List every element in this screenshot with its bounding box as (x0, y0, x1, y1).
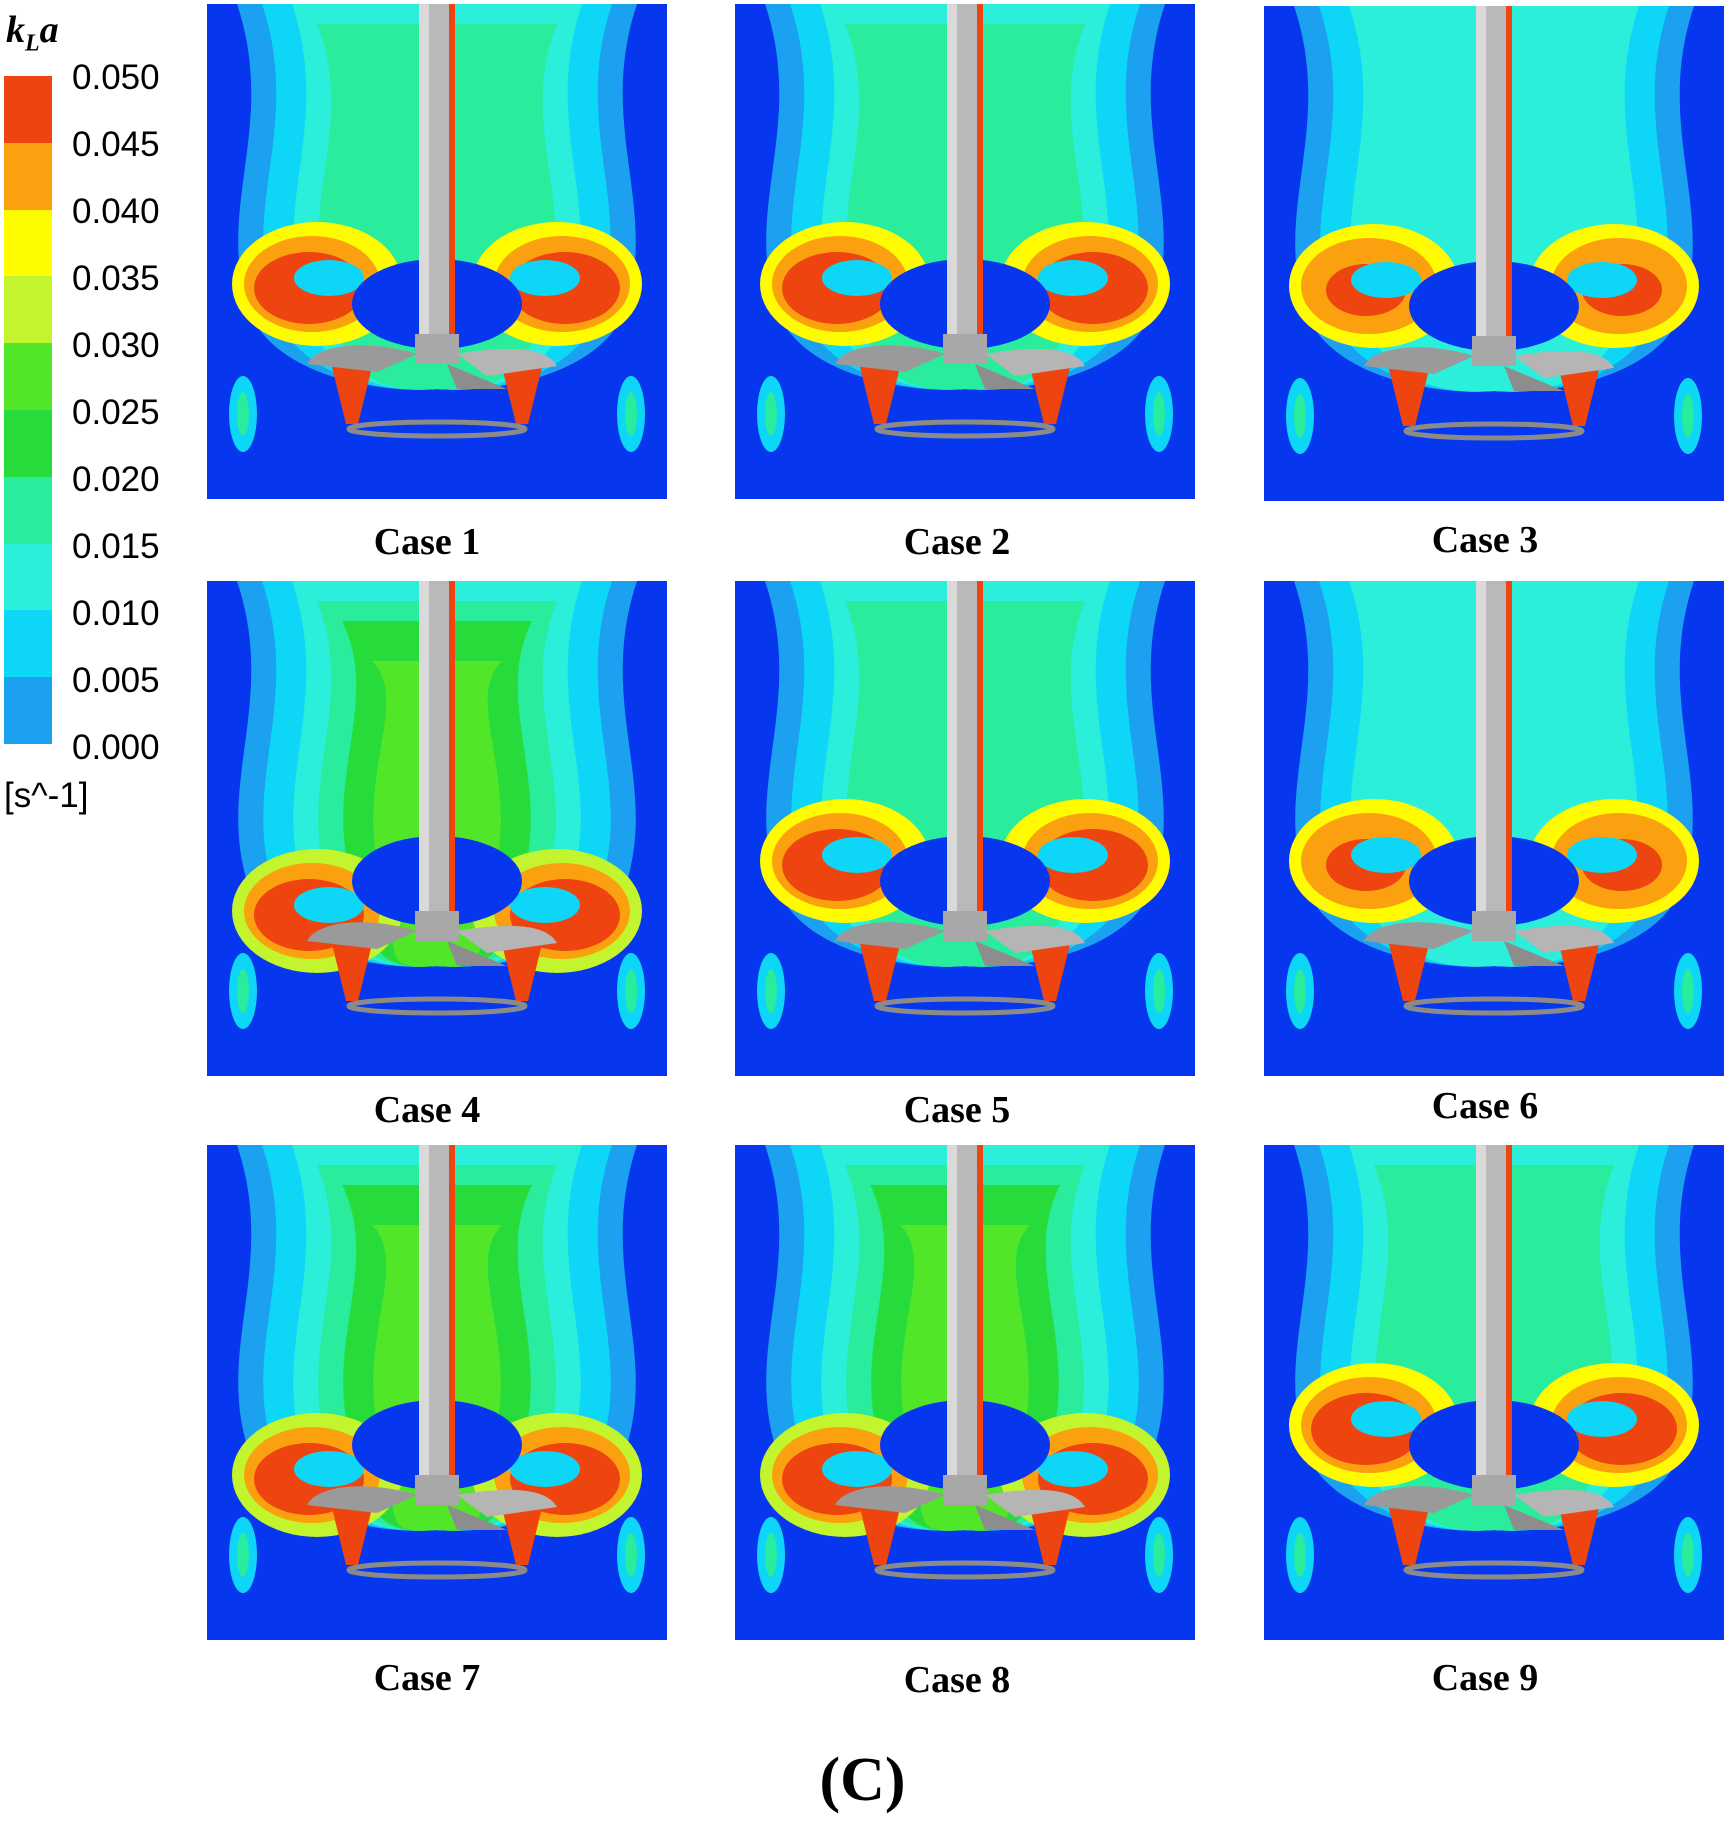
legend-unit: [s^-1] (4, 776, 89, 815)
legend-swatch (4, 276, 52, 344)
legend-swatch (4, 209, 52, 277)
colorbar-legend: kLa 0.050 0.045 0.040 0.035 0.030 0.025 … (0, 0, 200, 820)
case-label: Case 8 (903, 1659, 1011, 1701)
contour-panel-case-2 (735, 4, 1195, 499)
contour-panel-case-5 (735, 581, 1195, 1076)
contour-panel-case-1 (207, 4, 667, 499)
legend-tick-label: 0.040 (72, 192, 160, 231)
contour-plot (1264, 581, 1724, 1076)
contour-panel-case-7 (207, 1145, 667, 1640)
legend-tick-label: 0.050 (72, 58, 160, 97)
contour-plot (735, 1145, 1195, 1640)
legend-swatch (4, 476, 52, 544)
legend-tick-label: 0.000 (72, 728, 160, 767)
legend-tick-label: 0.005 (72, 661, 160, 700)
legend-tick-label: 0.025 (72, 393, 160, 432)
case-label: Case 5 (903, 1089, 1011, 1131)
legend-tick-label: 0.010 (72, 594, 160, 633)
case-label: Case 7 (373, 1657, 481, 1699)
legend-tick-label: 0.020 (72, 460, 160, 499)
contour-plot (735, 581, 1195, 1076)
legend-tick-label: 0.030 (72, 326, 160, 365)
case-label: Case 9 (1431, 1657, 1539, 1699)
figure-label: (C) (819, 1746, 906, 1814)
contour-panel-case-8 (735, 1145, 1195, 1640)
legend-swatch (4, 76, 52, 143)
legend-title: kLa (6, 9, 59, 57)
case-label: Case 6 (1431, 1085, 1539, 1127)
contour-panel-case-3 (1264, 6, 1724, 501)
contour-plot (207, 1145, 667, 1640)
legend-swatch (4, 343, 52, 410)
legend-tick-label: 0.045 (72, 125, 160, 164)
case-label: Case 4 (373, 1089, 481, 1131)
legend-tick-label: 0.035 (72, 259, 160, 298)
contour-panel-case-9 (1264, 1145, 1724, 1640)
contour-plot (207, 581, 667, 1076)
case-label: Case 3 (1431, 519, 1539, 561)
contour-panel-case-4 (207, 581, 667, 1076)
legend-tick-label: 0.015 (72, 527, 160, 566)
contour-panel-case-6 (1264, 581, 1724, 1076)
legend-swatch (4, 543, 52, 611)
contour-plot (207, 4, 667, 499)
legend-swatch (4, 409, 52, 477)
contour-plot (1264, 6, 1724, 501)
legend-swatch (4, 142, 52, 210)
case-label: Case 1 (373, 521, 481, 563)
legend-color-bar (4, 76, 52, 744)
legend-swatch (4, 610, 52, 678)
contour-plot (735, 4, 1195, 499)
contour-plot (1264, 1145, 1724, 1640)
legend-swatch (4, 677, 52, 744)
case-label: Case 2 (903, 521, 1011, 563)
